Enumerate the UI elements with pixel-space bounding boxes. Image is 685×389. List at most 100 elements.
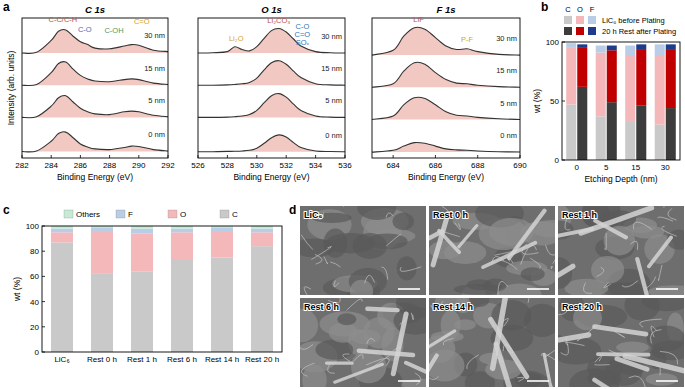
x-tick (286, 155, 287, 158)
sem-texture (629, 376, 645, 387)
sem-image (558, 206, 684, 295)
image-label: LiC₆ (304, 210, 323, 220)
x-tick (80, 155, 81, 158)
plot-area (198, 28, 345, 151)
sem-rod (335, 364, 383, 382)
x-tick-label: LiC₆ (54, 355, 69, 364)
sem-texture (551, 266, 552, 269)
y-tick (42, 276, 45, 277)
sem-rod (649, 238, 671, 267)
legend-swatch (576, 27, 584, 35)
x-tick-label: Rest 6 h (167, 355, 197, 364)
x-tick-label: 534 (309, 161, 323, 170)
spectrum-fill (372, 97, 520, 119)
sem-texture (594, 364, 609, 366)
sem-rod (598, 352, 649, 356)
x-axis-label: Binding Energy (eV) (233, 172, 309, 182)
sem-texture (400, 379, 426, 387)
legend-label: Others (76, 210, 100, 219)
y-tick-label: 50 (550, 97, 559, 106)
x-tick-label: 528 (221, 161, 235, 170)
y-tick (42, 326, 45, 327)
sem-rod (406, 363, 426, 374)
spectrum-fill (198, 61, 345, 86)
image-label: Rest 20 h (562, 302, 602, 312)
x-tick-label: 688 (471, 161, 485, 170)
sem-texture (455, 223, 461, 230)
x-tick (315, 155, 316, 158)
y-tick-label: 80 (30, 247, 39, 256)
scale-bar (527, 380, 549, 382)
legend-label: C (232, 210, 238, 219)
spectrum-line (198, 61, 345, 86)
sem-texture (454, 319, 476, 330)
spectrum-line (198, 94, 345, 118)
bar-segment (596, 46, 606, 53)
sem-rod (327, 361, 353, 364)
sem-texture (633, 222, 652, 229)
spectrum-line (372, 27, 520, 55)
trace-label: 5 nm (148, 96, 165, 105)
sem-rod (558, 229, 592, 241)
x-tick-label: 292 (161, 161, 175, 170)
trace-label: 30 nm (144, 31, 165, 40)
spectrum-line (372, 142, 520, 152)
x-tick (138, 155, 139, 158)
sem-texture (624, 298, 660, 321)
x-tick (51, 155, 52, 158)
legend-label: O (180, 210, 186, 219)
x-tick-label: 15 (631, 163, 640, 172)
sem-texture (565, 342, 584, 345)
legend-swatch (116, 210, 125, 218)
bar-segment (596, 116, 606, 160)
y-tick-label: 40 (30, 298, 39, 307)
sem-texture (630, 241, 637, 250)
sem-texture (499, 260, 517, 270)
spectrum-line (198, 135, 345, 152)
sem-rod (429, 355, 437, 387)
sem-texture (411, 313, 413, 320)
x-tick (198, 155, 199, 158)
spectrum-fill (372, 142, 520, 152)
sem-texture (330, 262, 340, 267)
y-tick-label: 60 (30, 272, 39, 281)
sem-texture (300, 309, 318, 343)
bar-segment (566, 48, 576, 105)
sem-texture (324, 257, 328, 264)
frame (22, 18, 168, 158)
sem-texture (301, 235, 313, 250)
frame (198, 18, 345, 158)
sem-texture (646, 277, 656, 289)
sem-rod (595, 327, 646, 334)
sem-image (300, 206, 426, 295)
sem-texture (604, 226, 636, 256)
sem-texture (591, 256, 624, 284)
sem-texture (301, 363, 314, 376)
x-tick-label: 286 (74, 161, 88, 170)
sem-texture (386, 234, 401, 246)
sem-texture (367, 338, 375, 344)
bar-segment (655, 55, 665, 125)
scale-bar (656, 380, 678, 382)
sem-texture (640, 319, 662, 327)
peak-annotation: C-C/C-H (49, 15, 78, 24)
image-label: Rest 1 h (562, 210, 597, 220)
sem-texture (343, 354, 350, 361)
sem-texture (498, 281, 508, 295)
scale-bar (398, 288, 420, 290)
sem-rod (594, 380, 626, 387)
sem-rod (393, 314, 406, 374)
spectrum-line (198, 28, 345, 53)
sem-texture (646, 373, 678, 386)
x-tick-label: 30 (661, 163, 670, 172)
sem-texture (583, 283, 592, 294)
bar-segment (171, 232, 193, 260)
y-tick (562, 42, 565, 43)
sem-image (558, 298, 684, 387)
y-tick-label: 0 (35, 348, 40, 357)
panel-letter: c (3, 203, 10, 217)
sem-texture (517, 377, 524, 381)
sem-texture (365, 275, 375, 283)
sem-texture (443, 339, 453, 346)
y-tick (42, 226, 45, 227)
